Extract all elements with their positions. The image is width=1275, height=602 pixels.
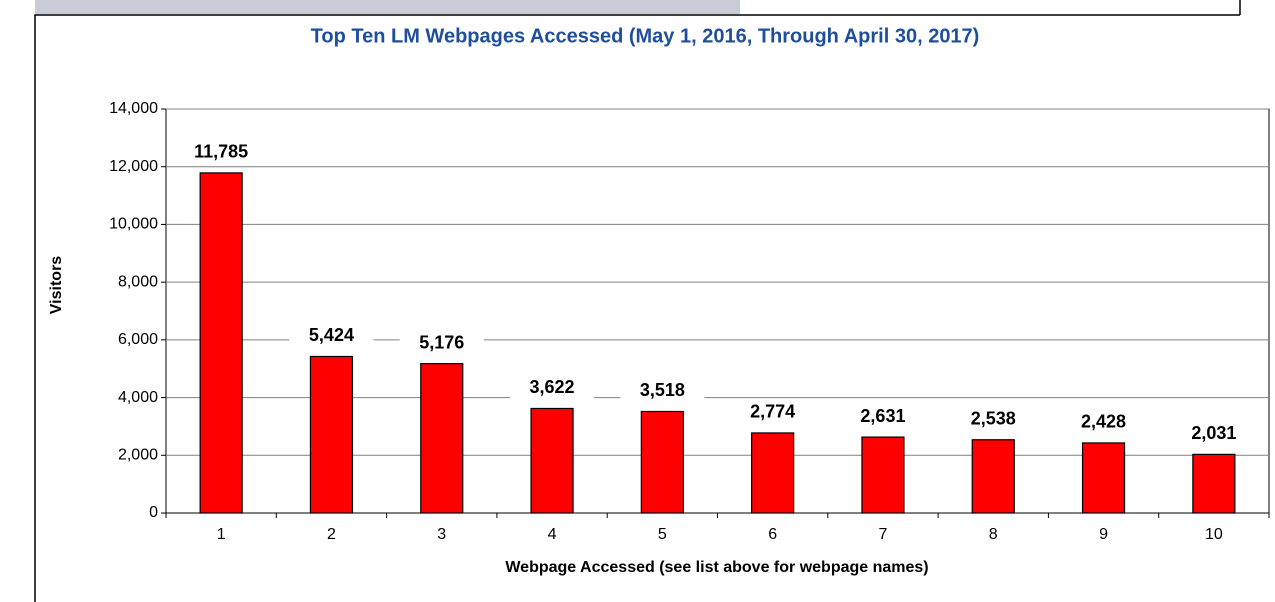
chart-title: Top Ten LM Webpages Accessed (May 1, 201… xyxy=(311,25,980,47)
y-tick-label: 12,000 xyxy=(109,158,158,175)
value-label: 2,774 xyxy=(750,402,795,422)
x-tick-label: 3 xyxy=(437,526,446,543)
value-label: 2,428 xyxy=(1081,412,1126,432)
y-tick-label: 0 xyxy=(149,504,158,521)
bar xyxy=(421,364,463,513)
bar xyxy=(531,408,573,513)
y-tick-label: 6,000 xyxy=(118,331,158,348)
y-tick-label: 10,000 xyxy=(109,216,158,233)
x-tick-label: 9 xyxy=(1099,526,1108,543)
x-axis-label: Webpage Accessed (see list above for web… xyxy=(505,559,928,576)
bar xyxy=(310,356,352,513)
value-label: 5,176 xyxy=(419,332,464,352)
x-tick-label: 8 xyxy=(989,526,998,543)
bar xyxy=(972,440,1014,513)
bar xyxy=(1193,454,1235,513)
page: {"chart_data": {"type": "bar", "title": … xyxy=(0,0,1275,602)
value-label: 2,538 xyxy=(971,409,1016,429)
value-label: 3,518 xyxy=(640,380,685,400)
value-label: 11,785 xyxy=(194,142,248,162)
x-tick-label: 6 xyxy=(768,526,777,543)
x-tick-label: 7 xyxy=(878,526,887,543)
bar xyxy=(862,437,904,513)
x-tick-label: 2 xyxy=(327,526,336,543)
bar xyxy=(200,173,242,513)
y-axis-label: Visitors xyxy=(48,256,65,315)
y-tick-label: 2,000 xyxy=(118,447,158,464)
x-tick-label: 1 xyxy=(217,526,226,543)
bar xyxy=(1083,443,1125,513)
bar xyxy=(752,433,794,513)
value-label: 3,622 xyxy=(530,377,575,397)
x-tick-label: 5 xyxy=(658,526,667,543)
value-label: 2,631 xyxy=(860,406,905,426)
x-tick-label: 4 xyxy=(548,526,557,543)
header-image xyxy=(35,0,740,14)
value-label: 5,424 xyxy=(309,325,354,345)
chart: Top Ten LM Webpages Accessed (May 1, 201… xyxy=(0,0,1275,602)
x-tick-label: 10 xyxy=(1205,526,1223,543)
value-label: 2,031 xyxy=(1191,423,1236,443)
y-tick-label: 4,000 xyxy=(118,389,158,406)
y-tick-label: 8,000 xyxy=(118,273,158,290)
bar xyxy=(641,411,683,513)
y-tick-label: 14,000 xyxy=(109,100,158,117)
